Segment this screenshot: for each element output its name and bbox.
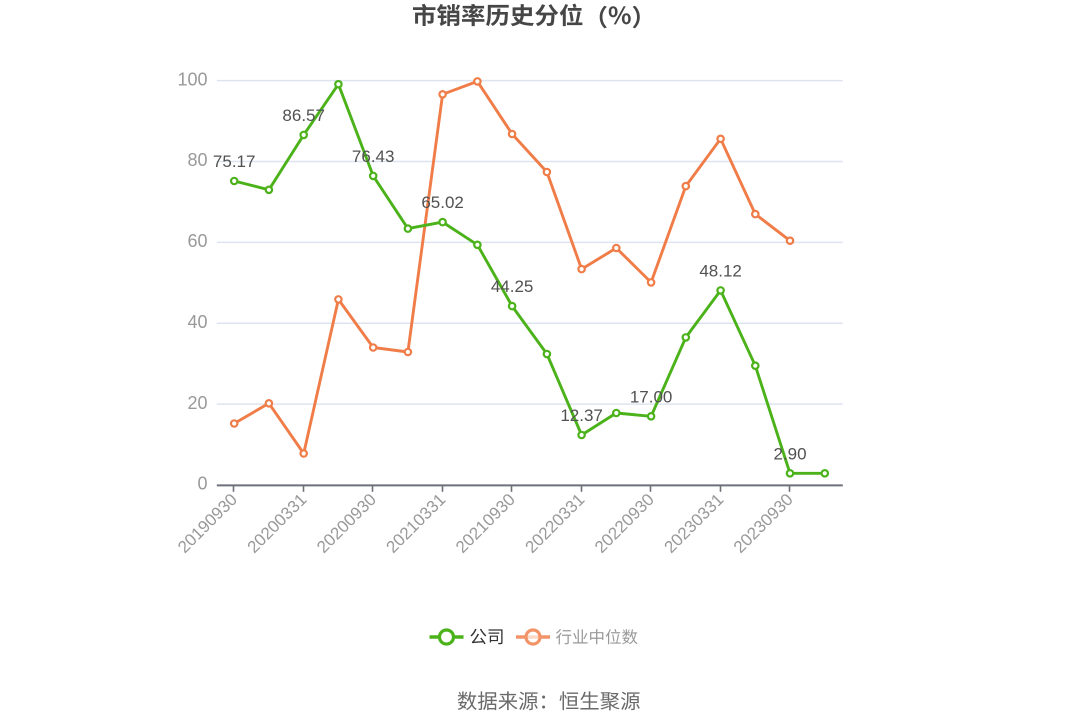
svg-text:48.12: 48.12 <box>699 261 742 280</box>
svg-text:12.37: 12.37 <box>560 406 603 425</box>
svg-text:75.17: 75.17 <box>213 152 256 171</box>
svg-text:0: 0 <box>197 474 207 494</box>
svg-text:40: 40 <box>187 312 207 332</box>
svg-text:80: 80 <box>187 150 207 170</box>
svg-text:100: 100 <box>177 69 207 89</box>
svg-text:17.00: 17.00 <box>630 387 673 406</box>
svg-text:76.43: 76.43 <box>352 147 395 166</box>
svg-text:60: 60 <box>187 231 207 251</box>
svg-text:44.25: 44.25 <box>491 277 534 296</box>
svg-text:2.90: 2.90 <box>773 444 806 463</box>
svg-text:20: 20 <box>187 393 207 413</box>
svg-text:86.57: 86.57 <box>282 106 325 125</box>
svg-text:65.02: 65.02 <box>421 193 464 212</box>
